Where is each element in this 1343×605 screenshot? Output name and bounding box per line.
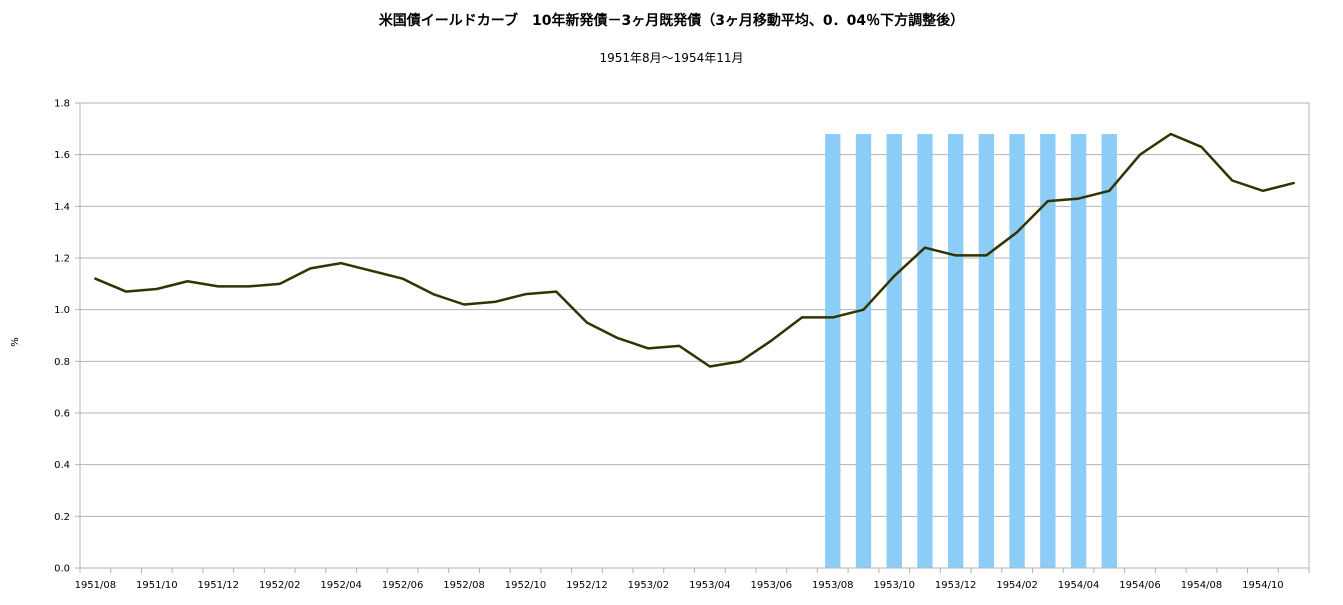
x-tick-label: 1952/12 [566,580,608,591]
y-tick-label: 0.0 [54,564,70,575]
y-axis-ticks: 0.0 0.2 0.4 0.6 0.8 1.0 1.2 1.4 1.6 1.8 [54,99,80,575]
x-tick-label: 1951/12 [197,580,239,591]
bar [1009,134,1025,568]
x-tick-label: 1953/12 [935,580,977,591]
bar [1070,134,1087,568]
bar [855,134,872,568]
y-tick-label: 0.8 [54,357,70,368]
x-tick-label: 1952/10 [505,580,547,591]
x-tick-label: 1954/04 [1058,580,1100,591]
bar [947,134,964,568]
recession-bars [825,134,1117,568]
bar [1101,134,1117,568]
x-tick-label: 1953/04 [689,580,731,591]
y-tick-label: 1.2 [54,254,70,265]
y-tick-label: 1.8 [54,99,70,110]
chart-subtitle: 1951年8月～1954年11月 [599,51,744,65]
x-tick-label: 1951/10 [136,580,178,591]
y-tick-label: 0.2 [54,512,70,523]
x-tick-label: 1951/08 [75,580,117,591]
chart-title: 米国債イールドカーブ 10年新発債－3ヶ月既発債（3ヶ月移動平均、0．04％下方… [378,13,965,29]
x-tick-label: 1952/04 [320,580,362,591]
y-tick-label: 0.4 [54,460,70,471]
series-line [94,132,1295,368]
x-tick-label: 1952/08 [443,580,485,591]
y-tick-label: 0.6 [54,409,70,420]
bar [1040,134,1056,568]
y-tick-label: 1.6 [54,150,70,161]
x-tick-label: 1954/08 [1181,580,1223,591]
y-tick-label: 1.0 [54,305,70,316]
y-axis-title: % [10,337,21,347]
x-tick-label: 1954/10 [1242,580,1284,591]
y-tick-label: 1.4 [54,202,70,213]
bar [825,134,841,568]
x-tick-label: 1953/06 [751,580,793,591]
x-tick-label: 1954/06 [1119,580,1161,591]
bar [917,134,933,568]
bar [978,134,995,568]
x-tick-label: 1952/06 [382,580,424,591]
bar [886,134,902,568]
x-tick-label: 1953/08 [812,580,854,591]
x-axis-ticks: 1951/08 1951/10 1951/12 1952/02 1952/04 1952/… [75,568,1310,591]
x-tick-label: 1952/02 [259,580,301,591]
x-tick-label: 1953/02 [628,580,670,591]
x-tick-label: 1954/02 [996,580,1038,591]
x-tick-label: 1953/10 [873,580,915,591]
spread-line-series [94,132,1295,368]
